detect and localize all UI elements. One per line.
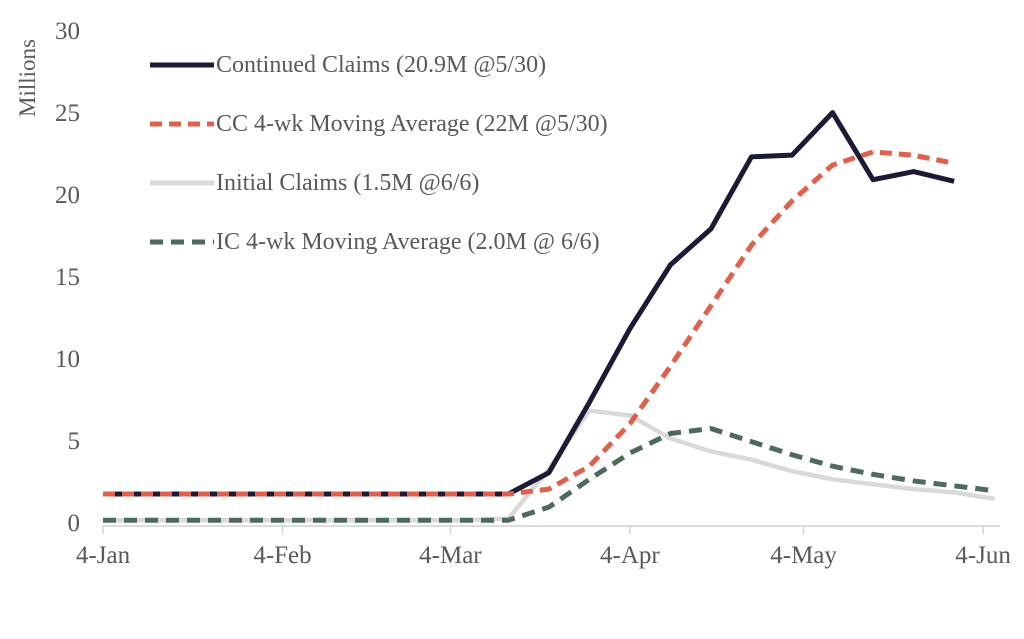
y-tick-label: 25 bbox=[55, 100, 80, 128]
legend-item-ic-4wk-moving-average: IC 4-wk Moving Average (2.0M @ 6/6) bbox=[150, 227, 608, 257]
x-tick-label: 4-Jun bbox=[955, 542, 1011, 569]
x-tick-label: 4-Apr bbox=[600, 542, 660, 569]
x-tick-label: 4-Mar bbox=[419, 542, 482, 569]
y-tick-label: 20 bbox=[55, 182, 80, 210]
legend-item-initial-claims: Initial Claims (1.5M @6/6) bbox=[150, 168, 608, 198]
legend-label: Initial Claims (1.5M @6/6) bbox=[216, 169, 480, 196]
legend-swatch-cc-4wk-moving-average bbox=[150, 121, 214, 127]
legend-label: IC 4-wk Moving Average (2.0M @ 6/6) bbox=[216, 228, 600, 255]
y-tick-label: 0 bbox=[67, 509, 81, 537]
legend-item-continued-claims: Continued Claims (20.9M @5/30) bbox=[150, 50, 608, 80]
legend-label: CC 4-wk Moving Average (22M @5/30) bbox=[216, 110, 608, 137]
legend-label: Continued Claims (20.9M @5/30) bbox=[216, 51, 547, 78]
x-tick-label: 4-Feb bbox=[253, 542, 312, 569]
legend-item-cc-4wk-moving-average: CC 4-wk Moving Average (22M @5/30) bbox=[150, 109, 608, 139]
legend-swatch-ic-4wk-moving-average bbox=[150, 239, 214, 245]
initial-claims-line bbox=[103, 408, 996, 523]
y-tick-label: 30 bbox=[55, 18, 80, 46]
ic-4wk-moving-average-line bbox=[103, 426, 995, 523]
x-tick-label: 4-Jan bbox=[75, 542, 131, 569]
y-tick-label: 5 bbox=[67, 427, 81, 455]
legend-swatch-initial-claims bbox=[150, 180, 214, 186]
y-tick-label: 15 bbox=[55, 263, 80, 291]
x-tick-label: 4-May bbox=[770, 542, 837, 569]
cc-4wk-moving-average-line bbox=[103, 149, 955, 497]
y-tick-label: 10 bbox=[55, 345, 80, 373]
legend-swatch-continued-claims bbox=[150, 62, 214, 68]
legend: Continued Claims (20.9M @5/30) CC 4-wk M… bbox=[150, 50, 608, 257]
